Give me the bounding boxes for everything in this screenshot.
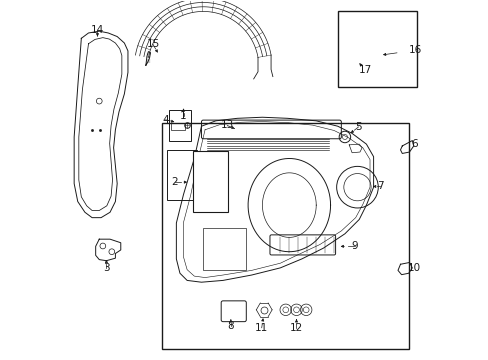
Text: 8: 8	[227, 321, 234, 331]
Text: 9: 9	[351, 241, 358, 251]
Text: 2: 2	[171, 177, 178, 187]
Text: 6: 6	[411, 139, 417, 149]
Bar	[162, 123, 408, 348]
Text: 15: 15	[146, 40, 160, 49]
Text: 14: 14	[91, 25, 104, 35]
Text: 3: 3	[103, 263, 109, 273]
Bar	[203, 228, 246, 270]
Text: 1: 1	[180, 111, 186, 121]
Text: 5: 5	[354, 122, 361, 132]
Bar	[171, 123, 185, 130]
Text: 12: 12	[289, 323, 303, 333]
Text: 16: 16	[408, 45, 422, 55]
Text: 11: 11	[255, 323, 268, 333]
Text: 7: 7	[376, 181, 383, 192]
Text: 13: 13	[220, 121, 233, 130]
Text: 17: 17	[358, 64, 371, 75]
Bar	[169, 110, 191, 140]
Bar	[192, 151, 228, 212]
Bar	[167, 149, 196, 200]
Bar	[337, 12, 416, 87]
Text: 10: 10	[407, 263, 421, 273]
Text: 4: 4	[162, 115, 168, 125]
